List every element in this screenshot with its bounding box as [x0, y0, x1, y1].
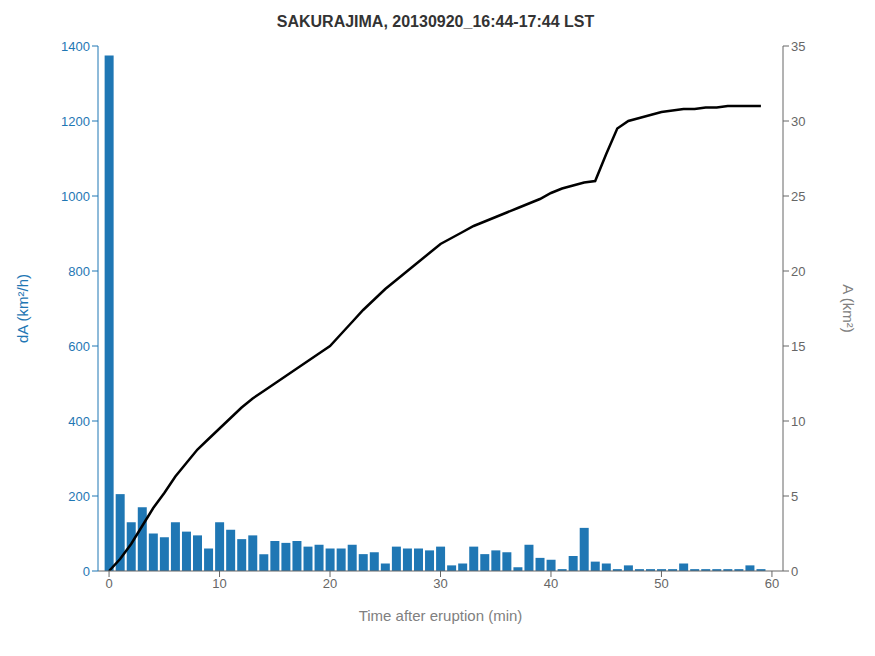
- svg-text:dA (km²/h): dA (km²/h): [14, 274, 31, 343]
- svg-text:800: 800: [68, 264, 90, 279]
- svg-text:10: 10: [791, 414, 805, 429]
- svg-text:0: 0: [791, 564, 798, 579]
- svg-text:200: 200: [68, 489, 90, 504]
- svg-text:15: 15: [791, 339, 805, 354]
- svg-text:0: 0: [105, 576, 112, 591]
- svg-text:A (km²): A (km²): [840, 284, 857, 332]
- svg-text:40: 40: [544, 576, 558, 591]
- svg-text:60: 60: [765, 576, 779, 591]
- svg-text:Time after eruption (min): Time after eruption (min): [359, 607, 523, 624]
- svg-text:600: 600: [68, 339, 90, 354]
- svg-text:25: 25: [791, 189, 805, 204]
- svg-text:20: 20: [323, 576, 337, 591]
- svg-text:400: 400: [68, 414, 90, 429]
- svg-text:5: 5: [791, 489, 798, 504]
- svg-text:50: 50: [654, 576, 668, 591]
- svg-text:0: 0: [83, 564, 90, 579]
- svg-text:1000: 1000: [61, 189, 90, 204]
- svg-text:1400: 1400: [61, 39, 90, 54]
- svg-text:35: 35: [791, 39, 805, 54]
- svg-text:30: 30: [791, 114, 805, 129]
- svg-text:20: 20: [791, 264, 805, 279]
- svg-text:1200: 1200: [61, 114, 90, 129]
- html-text:SAKURAJIMA, 20130920_16:44-17:: SAKURAJIMA, 20130920_16:44-17:44 LST: [276, 13, 595, 30]
- svg-text:30: 30: [433, 576, 447, 591]
- svg-text:10: 10: [212, 576, 226, 591]
